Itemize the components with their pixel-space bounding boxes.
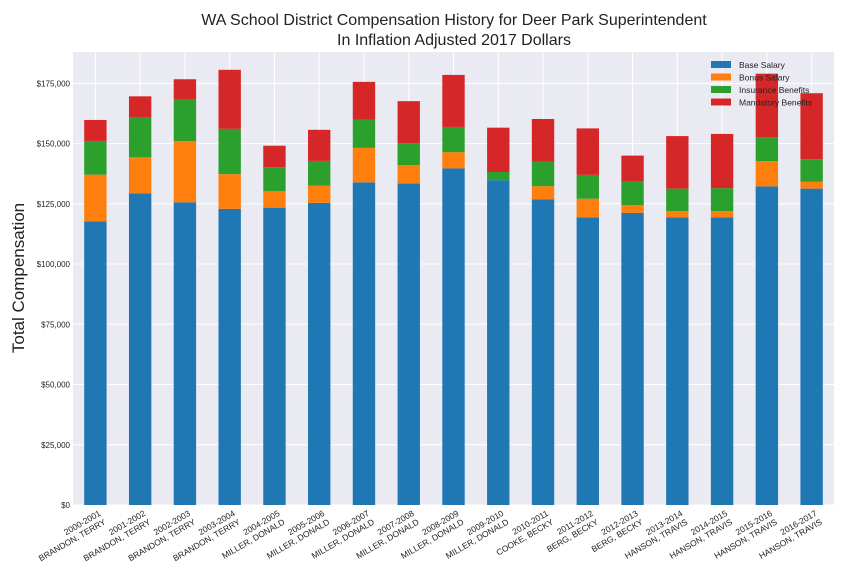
bar-insurance-benefits (128, 117, 152, 158)
bar-base-salary (173, 202, 197, 505)
bar-base-salary (755, 186, 779, 505)
y-tick-label: $175,000 (37, 79, 71, 88)
bar-mandatory-benefits (173, 79, 197, 100)
bar-mandatory-benefits (442, 74, 465, 127)
bar-insurance-benefits (173, 99, 197, 142)
bar-insurance-benefits (352, 119, 376, 148)
bar-mandatory-benefits (576, 128, 599, 175)
y-tick-label: $125,000 (37, 200, 71, 209)
bar-mandatory-benefits (800, 93, 823, 160)
bar-insurance-benefits (442, 126, 465, 153)
bar-base-salary (576, 217, 599, 505)
y-tick-label: $0 (61, 501, 70, 510)
y-axis-ticks: $0 $25,000 $50,000 $75,000 $100,000 $125,000 $… (37, 79, 71, 510)
bar-mandatory-benefits (621, 155, 644, 182)
legend-label: Bonus Salary (739, 73, 790, 83)
bar-base-salary (487, 180, 510, 505)
legend-label: Base Salary (739, 60, 786, 70)
bar-bonus-salary (352, 147, 376, 183)
bar-insurance-benefits (666, 188, 689, 212)
bar-bonus-salary (397, 165, 420, 184)
bar-base-salary (263, 207, 286, 505)
bar-insurance-benefits (755, 137, 779, 162)
bar-mandatory-benefits (487, 127, 510, 172)
bar-bonus-salary (621, 205, 644, 213)
bar-mandatory-benefits (755, 73, 779, 138)
bar-bonus-salary (173, 141, 197, 203)
chart-title-line1: WA School District Compensation History … (201, 12, 707, 29)
bar-base-salary (800, 188, 823, 506)
bar-insurance-benefits (710, 188, 734, 212)
bar-bonus-salary (710, 211, 734, 218)
legend-swatch (711, 73, 731, 81)
legend: Base Salary Bonus Salary Insurance Benefit… (711, 60, 812, 108)
bar-base-salary (84, 221, 107, 506)
bar-mandatory-benefits (263, 145, 286, 168)
bar-bonus-salary (128, 157, 152, 194)
bar-insurance-benefits (621, 181, 644, 206)
bar-mandatory-benefits (84, 119, 107, 141)
bar-bonus-salary (755, 161, 779, 187)
bar-bonus-salary (308, 185, 331, 203)
y-tick-label: $75,000 (41, 320, 70, 329)
bar-bonus-salary (576, 198, 599, 218)
bar-bonus-salary (263, 191, 286, 208)
bar-mandatory-benefits (352, 81, 376, 120)
bar-insurance-benefits (218, 128, 241, 175)
legend-swatch (711, 98, 731, 106)
bar-insurance-benefits (800, 159, 823, 182)
bar-base-salary (666, 217, 689, 505)
bar-insurance-benefits (487, 171, 510, 181)
bar-base-salary (531, 199, 555, 506)
bar-mandatory-benefits (397, 101, 420, 144)
bar-bonus-salary (442, 152, 465, 169)
bar-bonus-salary (666, 211, 689, 218)
bar-bonus-salary (218, 174, 241, 209)
bars (84, 69, 823, 506)
bar-insurance-benefits (397, 143, 420, 166)
bar-bonus-salary (84, 174, 107, 222)
bar-mandatory-benefits (308, 129, 331, 161)
bar-insurance-benefits (576, 174, 599, 199)
bar-base-salary (218, 208, 241, 506)
bar-base-salary (621, 212, 644, 505)
y-tick-label: $100,000 (37, 260, 71, 269)
y-axis-label: Total Compensation (9, 203, 28, 353)
legend-label: Mandatory Benefits (739, 98, 812, 108)
y-tick-label: $25,000 (41, 441, 70, 450)
bar-base-salary (397, 183, 420, 506)
legend-swatch (711, 61, 731, 68)
y-tick-label: $50,000 (41, 381, 70, 390)
chart-title-line2: In Inflation Adjusted 2017 Dollars (337, 32, 571, 49)
bar-mandatory-benefits (218, 69, 241, 129)
bar-mandatory-benefits (128, 96, 152, 118)
bar-insurance-benefits (84, 140, 107, 175)
bar-insurance-benefits (308, 160, 331, 186)
bar-mandatory-benefits (666, 136, 689, 189)
y-tick-label: $150,000 (37, 140, 71, 149)
legend-label: Insurance Benefits (739, 85, 809, 95)
bar-base-salary (442, 168, 465, 505)
bar-insurance-benefits (531, 161, 555, 187)
bar-base-salary (710, 217, 734, 505)
legend-swatch (711, 86, 731, 93)
bar-mandatory-benefits (531, 118, 555, 162)
bar-base-salary (128, 193, 152, 505)
bar-mandatory-benefits (710, 133, 734, 189)
bar-bonus-salary (800, 181, 823, 189)
bar-bonus-salary (531, 186, 555, 200)
bar-base-salary (352, 182, 376, 505)
bar-insurance-benefits (263, 167, 286, 192)
bar-base-salary (308, 202, 331, 505)
